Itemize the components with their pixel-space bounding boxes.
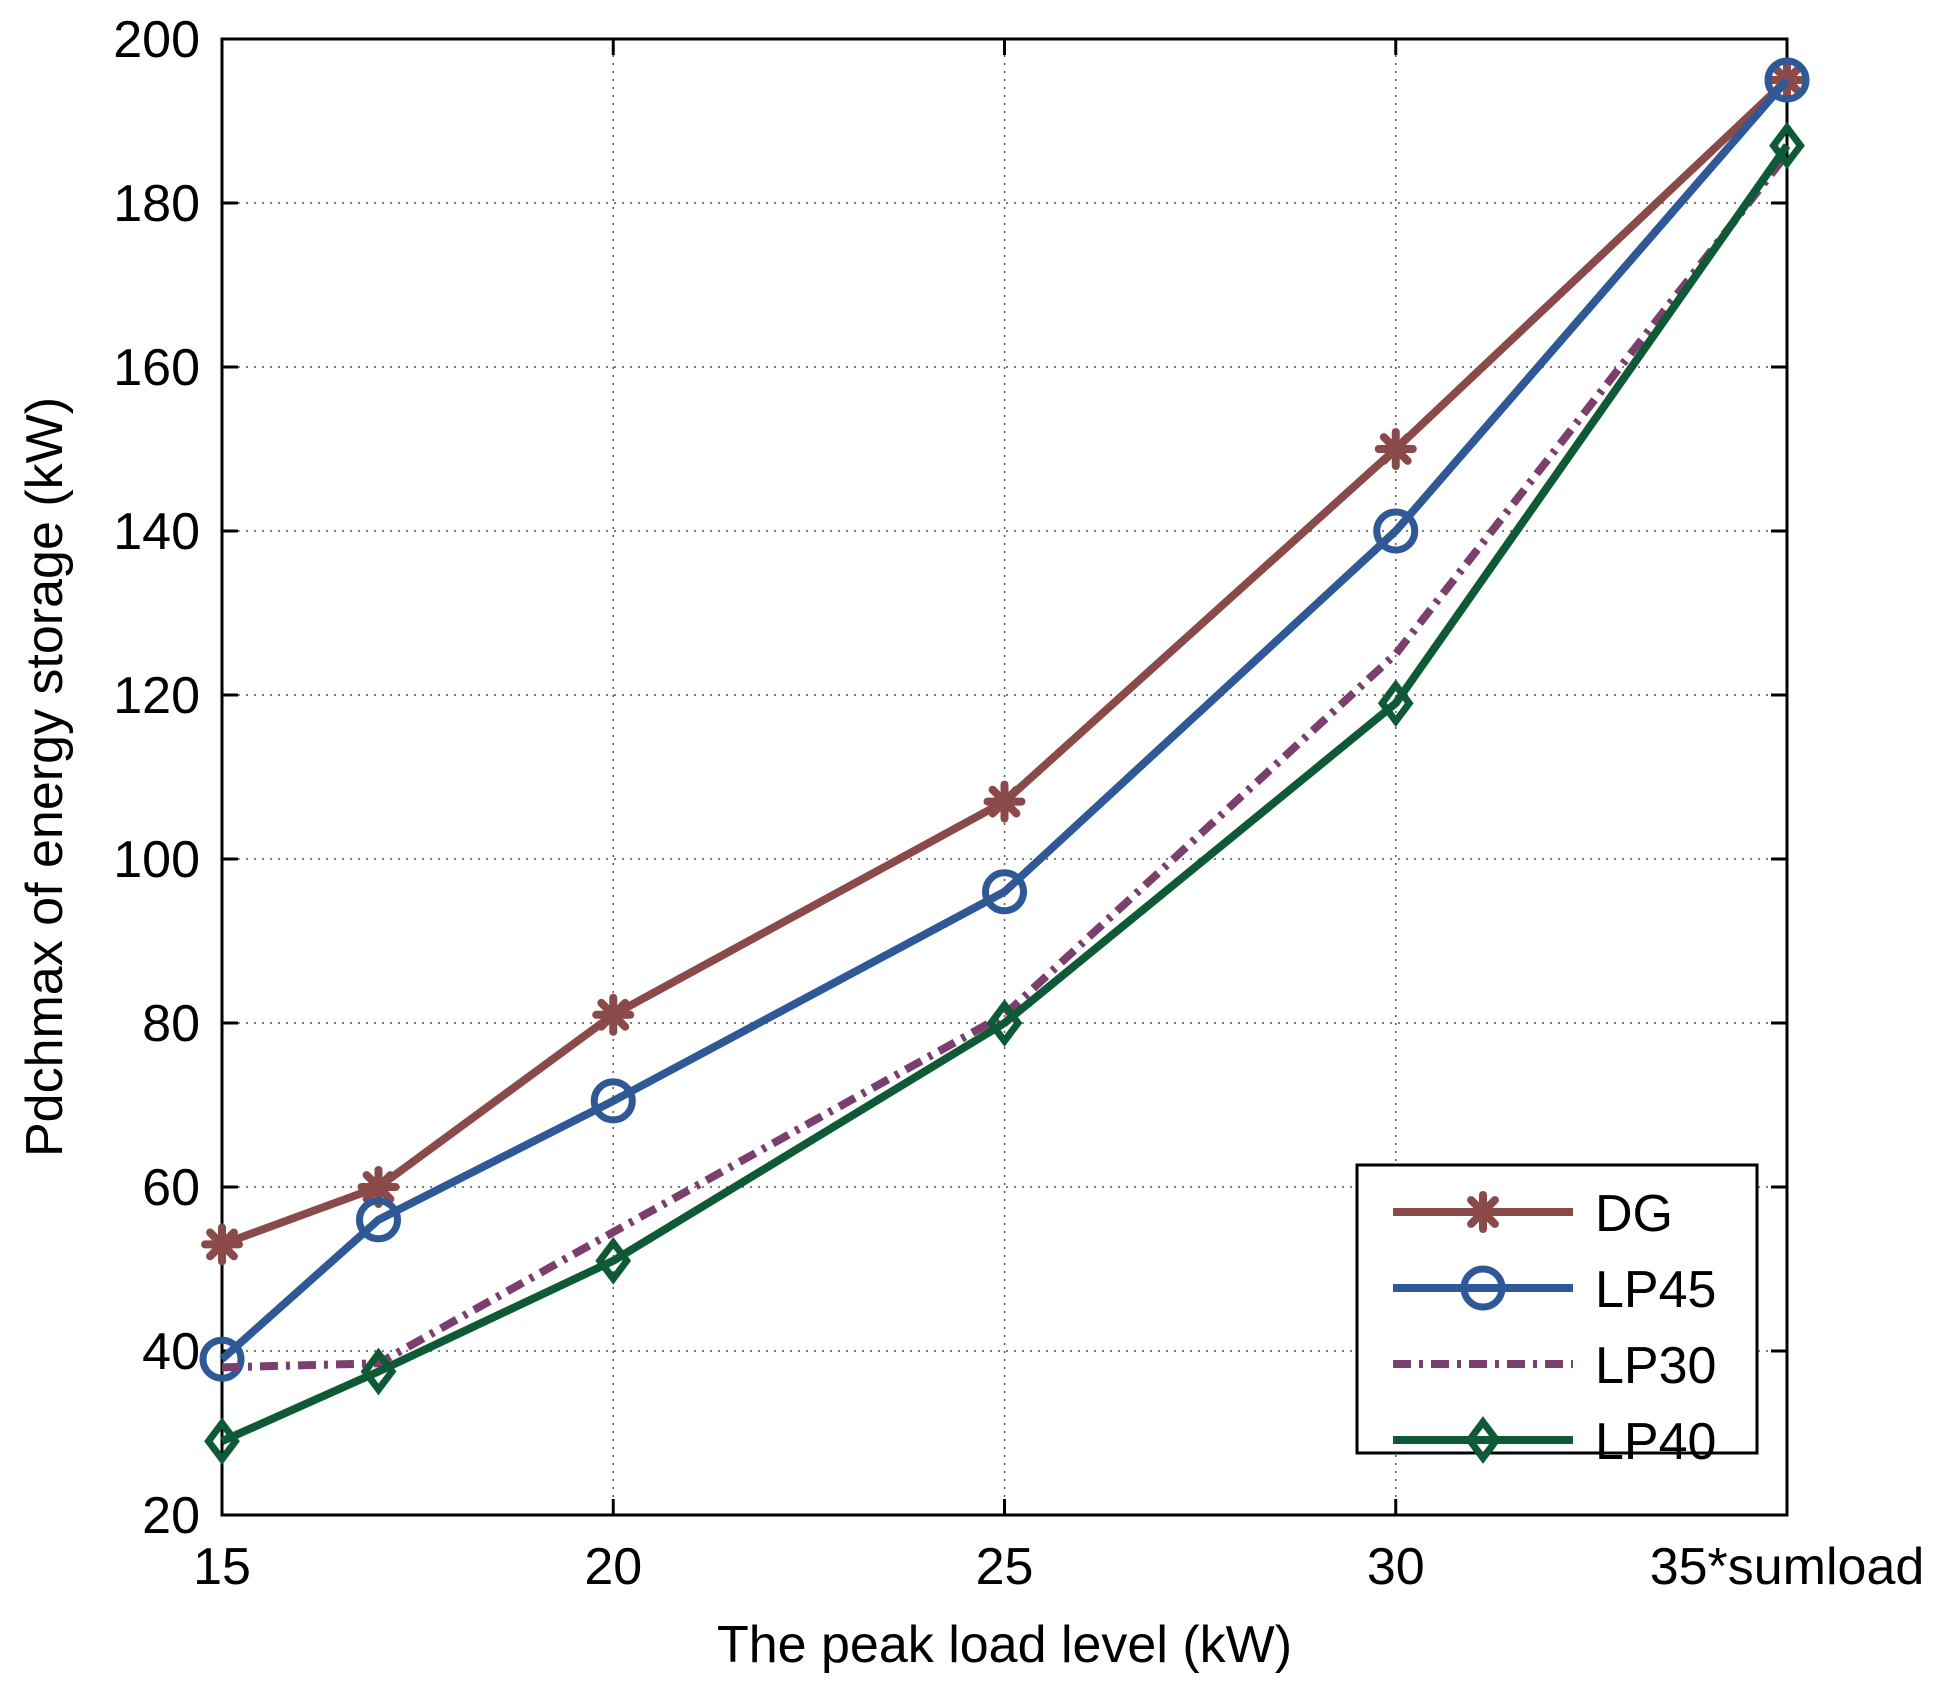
data-point-lp45 — [356, 1197, 401, 1243]
data-point-lp45 — [982, 869, 1027, 915]
legend-item-lp30: LP30 — [1393, 1337, 1716, 1395]
y-axis-title: Pdchmax of energy storage (kW) — [16, 397, 74, 1157]
series-line-dg — [220, 77, 1790, 1249]
data-point-lp45 — [1764, 57, 1810, 103]
y-tick-label: 40 — [142, 1323, 200, 1381]
x-axis-title: The peak load level (kW) — [717, 1616, 1292, 1674]
series-line-lp30 — [221, 151, 1791, 1372]
series-group — [199, 57, 1810, 1466]
data-point-lp40 — [595, 1236, 632, 1285]
series-dg — [201, 59, 1808, 1266]
x-tick-label: 35*sumload — [1650, 1538, 1925, 1596]
y-tick-label: 200 — [113, 11, 200, 69]
y-tick-label: 100 — [113, 831, 200, 889]
legend-marker-lp45 — [1460, 1265, 1506, 1311]
data-point-dg — [592, 993, 635, 1036]
legend-label-lp45: LP45 — [1595, 1261, 1716, 1319]
legend-item-lp40: LP40 — [1393, 1413, 1716, 1471]
legend-label-lp30: LP30 — [1595, 1337, 1716, 1395]
data-point-dg — [201, 1223, 243, 1266]
legend: DG LP45 LP30 LP40 — [1355, 1163, 1759, 1471]
series-lp45 — [199, 57, 1810, 1382]
x-tick-label: 25 — [976, 1538, 1034, 1596]
y-tick-label: 20 — [142, 1487, 200, 1545]
data-point-lp40 — [1769, 121, 1805, 170]
legend-label-dg: DG — [1595, 1185, 1673, 1243]
y-tick-label: 60 — [142, 1159, 200, 1217]
data-point-lp45 — [590, 1078, 636, 1124]
y-tick-label: 160 — [113, 339, 200, 397]
y-tick-label: 140 — [113, 503, 200, 561]
data-point-lp45 — [199, 1336, 245, 1382]
series-line-lp45 — [219, 77, 1791, 1363]
series-lp40 — [204, 121, 1805, 1466]
x-tick-label: 15 — [193, 1538, 251, 1596]
legend-item-lp45: LP45 — [1393, 1261, 1716, 1319]
legend-marker-lp40 — [1465, 1416, 1501, 1464]
legend-item-dg: DG — [1393, 1185, 1673, 1243]
legend-marker-dg — [1462, 1191, 1504, 1233]
y-tick-label: 80 — [142, 995, 200, 1053]
series-line-lp40 — [220, 143, 1791, 1445]
data-point-dg — [1374, 428, 1417, 470]
data-point-lp40 — [204, 1417, 240, 1466]
data-point-lp40 — [1377, 679, 1414, 728]
data-point-lp40 — [986, 999, 1023, 1047]
y-tick-label: 120 — [113, 667, 200, 725]
axis-ticks: 15 20 25 30 35*sumload2040608010012014016018… — [113, 11, 1924, 1596]
x-tick-label: 30 — [1367, 1538, 1425, 1596]
data-point-dg — [983, 780, 1026, 823]
legend-label-lp40: LP40 — [1595, 1413, 1716, 1471]
y-tick-label: 180 — [113, 175, 200, 233]
data-point-lp45 — [1373, 508, 1419, 554]
x-tick-label: 20 — [584, 1538, 642, 1596]
data-point-lp40 — [360, 1347, 397, 1396]
series-lp30 — [221, 151, 1791, 1372]
